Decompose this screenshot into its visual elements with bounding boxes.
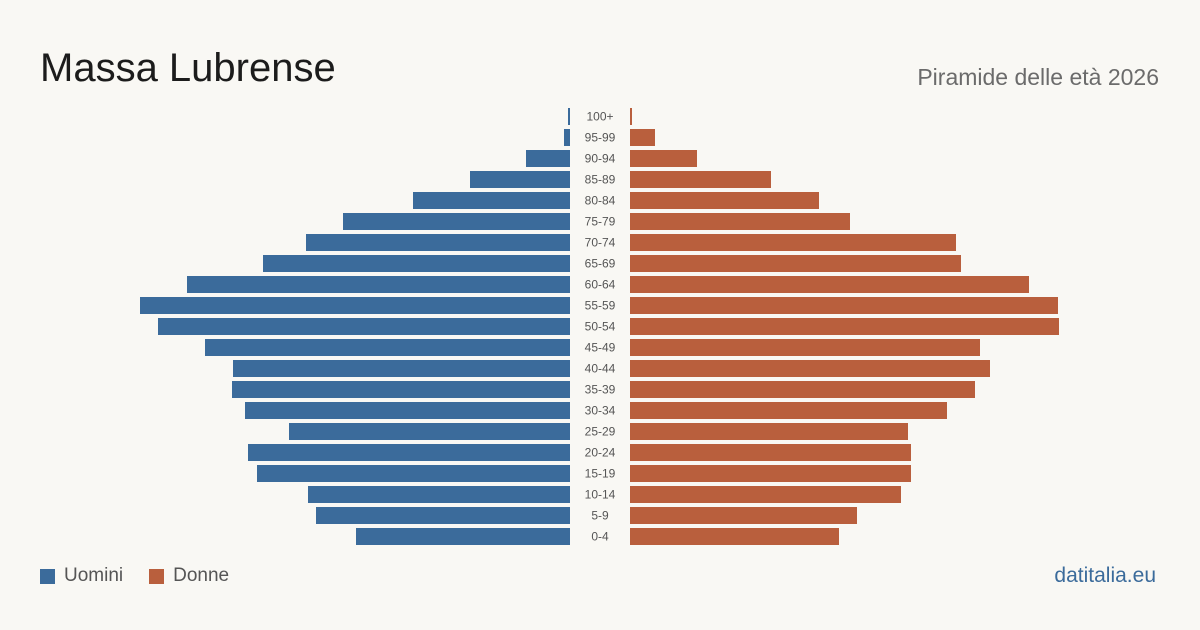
legend-item-men: Uomini	[40, 565, 123, 587]
bar-women-0-4	[630, 528, 839, 545]
age-label-40-44: 40-44	[585, 362, 616, 376]
bar-men-75-79	[343, 213, 570, 230]
bar-women-50-54	[630, 318, 1059, 335]
age-label-95-99: 95-99	[585, 131, 616, 145]
bar-men-55-59	[140, 297, 570, 314]
chart-title: Massa Lubrense	[40, 46, 336, 90]
legend-item-women: Donne	[149, 565, 229, 587]
age-label-25-29: 25-29	[585, 425, 616, 439]
bar-women-70-74	[630, 234, 956, 251]
bar-men-20-24	[248, 444, 570, 461]
bar-men-40-44	[233, 360, 570, 377]
bar-men-0-4	[356, 528, 570, 545]
age-label-0-4: 0-4	[591, 530, 609, 544]
bar-men-30-34	[245, 402, 570, 419]
age-label-70-74: 70-74	[585, 236, 616, 250]
age-label-10-14: 10-14	[585, 488, 616, 502]
bar-women-85-89	[630, 171, 771, 188]
bar-women-30-34	[630, 402, 947, 419]
age-label-100+: 100+	[586, 110, 613, 124]
bar-women-90-94	[630, 150, 697, 167]
bar-women-55-59	[630, 297, 1058, 314]
legend-swatch-men	[40, 568, 55, 584]
bar-men-25-29	[289, 423, 570, 440]
bar-women-40-44	[630, 360, 990, 377]
age-label-55-59: 55-59	[585, 299, 616, 313]
bar-men-85-89	[470, 171, 570, 188]
bar-men-90-94	[526, 150, 570, 167]
bar-men-5-9	[316, 507, 570, 524]
age-label-85-89: 85-89	[585, 173, 616, 187]
chart-subtitle: Piramide delle età 2026	[917, 64, 1159, 90]
age-label-15-19: 15-19	[585, 467, 616, 481]
bar-women-20-24	[630, 444, 911, 461]
age-label-45-49: 45-49	[585, 341, 616, 355]
bar-men-35-39	[232, 381, 570, 398]
bar-men-15-19	[257, 465, 570, 482]
bar-men-60-64	[187, 276, 570, 293]
bar-women-80-84	[630, 192, 819, 209]
bar-women-45-49	[630, 339, 980, 356]
legend-label-men: Uomini	[64, 565, 124, 586]
legend: Uomini Donne	[40, 565, 255, 587]
age-label-80-84: 80-84	[585, 194, 616, 208]
brand-link[interactable]: datitalia.eu	[1054, 564, 1156, 587]
age-label-90-94: 90-94	[585, 152, 616, 166]
bar-men-65-69	[263, 255, 570, 272]
bar-women-15-19	[630, 465, 911, 482]
bar-men-10-14	[308, 486, 570, 503]
bar-women-65-69	[630, 255, 961, 272]
age-label-60-64: 60-64	[585, 278, 616, 292]
age-label-50-54: 50-54	[585, 320, 616, 334]
age-label-35-39: 35-39	[585, 383, 616, 397]
age-label-75-79: 75-79	[585, 215, 616, 229]
bar-women-25-29	[630, 423, 908, 440]
bar-women-100+	[630, 108, 632, 125]
bar-women-5-9	[630, 507, 857, 524]
legend-label-women: Donne	[173, 565, 230, 586]
bar-women-10-14	[630, 486, 901, 503]
bar-women-60-64	[630, 276, 1029, 293]
bar-men-50-54	[158, 318, 570, 335]
bar-women-75-79	[630, 213, 850, 230]
age-label-65-69: 65-69	[585, 257, 616, 271]
bar-women-35-39	[630, 381, 975, 398]
age-label-20-24: 20-24	[585, 446, 616, 460]
age-label-30-34: 30-34	[585, 404, 616, 418]
bar-men-80-84	[413, 192, 570, 209]
age-label-5-9: 5-9	[591, 509, 609, 523]
bar-men-70-74	[306, 234, 570, 251]
legend-swatch-women	[149, 568, 165, 584]
bar-men-100+	[568, 108, 570, 125]
bar-men-45-49	[205, 339, 570, 356]
bar-women-95-99	[630, 129, 655, 146]
bar-men-95-99	[564, 129, 570, 146]
